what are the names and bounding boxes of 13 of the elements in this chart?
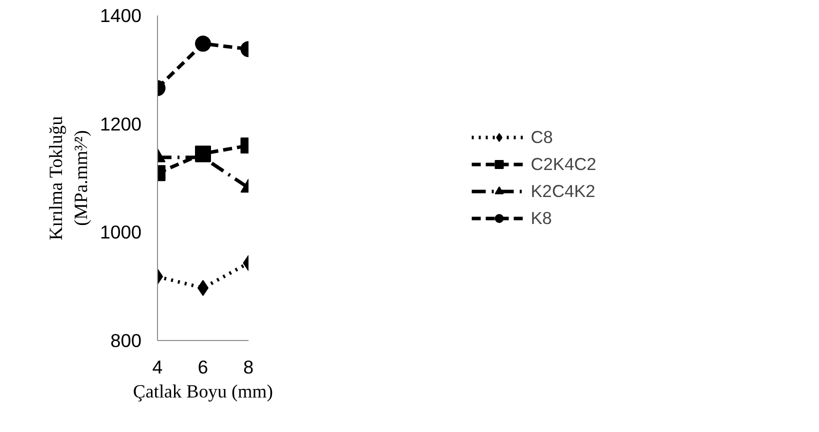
y-tick-label: 1000 xyxy=(100,222,142,243)
legend-label: C2K4C2 xyxy=(530,154,596,174)
legend-label: K8 xyxy=(530,208,552,228)
y-tick-label: 800 xyxy=(110,330,142,351)
legend-label: C8 xyxy=(530,126,553,148)
y-tick-label: 1400 xyxy=(100,5,142,26)
legend-label: K2C4K2 xyxy=(530,180,596,202)
x-tick-label: 8 xyxy=(243,356,254,378)
x-tick-label: 4 xyxy=(152,356,163,378)
y-tick-label: 1200 xyxy=(100,113,142,134)
x-axis-title: Çatlak Boyu (mm) xyxy=(133,382,273,402)
x-tick-label: 6 xyxy=(198,356,208,378)
y-axis-title: Kırılma Tokluğu (MPa.mm³⁄²) xyxy=(46,115,92,240)
